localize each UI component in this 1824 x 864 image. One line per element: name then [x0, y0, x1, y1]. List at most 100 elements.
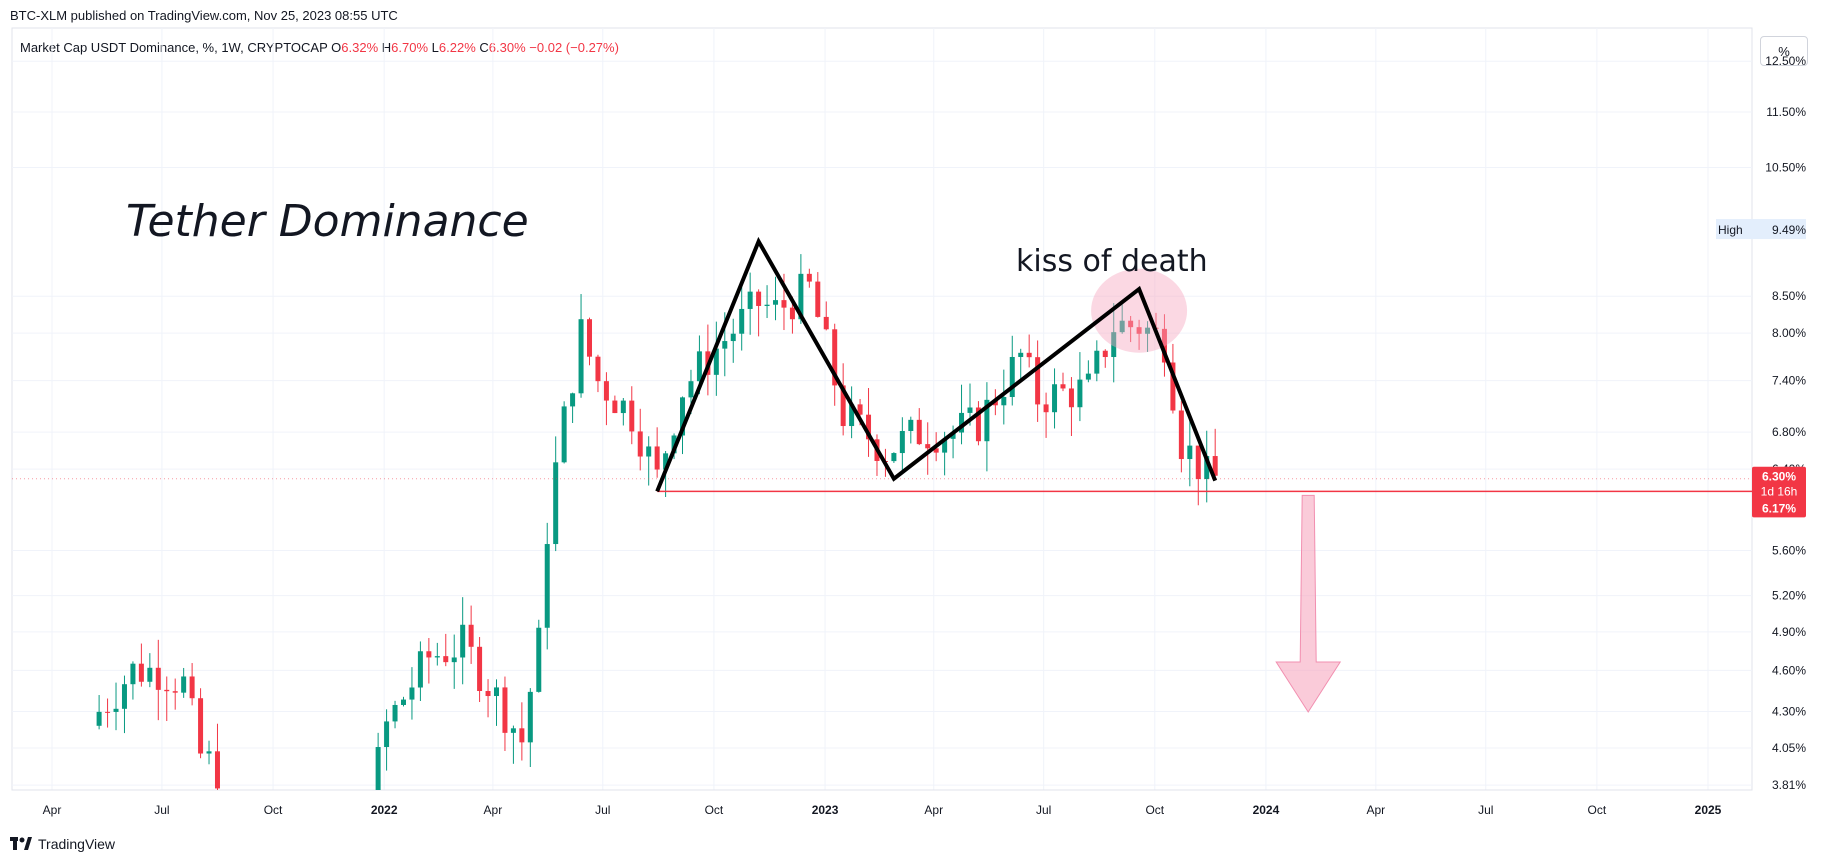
change-value: −0.02 (−0.27%)	[529, 40, 619, 55]
candle-body	[1001, 397, 1007, 406]
candle-body	[1187, 445, 1193, 460]
last-price-value: 6.30%	[1762, 470, 1796, 484]
candle-body	[1018, 352, 1024, 357]
percent-scale-button[interactable]: %	[1760, 36, 1808, 66]
candle-body	[561, 406, 567, 463]
kiss-highlight	[1091, 268, 1188, 353]
candle-body	[578, 319, 584, 394]
x-tick-label: Oct	[1588, 803, 1607, 817]
low-label: L	[431, 40, 439, 55]
candle-body	[730, 333, 736, 342]
candle-body	[959, 412, 965, 433]
y-tick-label: 4.30%	[1772, 704, 1806, 718]
high-value: 6.70%	[391, 40, 429, 55]
candle-body	[908, 419, 914, 431]
candle-body	[460, 624, 466, 658]
candle-body	[849, 404, 855, 427]
candle-body	[544, 544, 550, 628]
candle-body	[587, 319, 593, 357]
candle-body	[933, 448, 939, 453]
candle-body	[832, 329, 838, 386]
down-arrow-icon	[1275, 494, 1342, 713]
high-label-value: 9.49%	[1772, 223, 1806, 237]
candle-body	[654, 446, 660, 470]
candle-body	[1035, 357, 1041, 405]
x-tick-label: 2025	[1695, 803, 1722, 817]
x-tick-label: Oct	[705, 803, 724, 817]
candle-body	[434, 656, 440, 658]
x-tick-label: 2022	[371, 803, 398, 817]
candle-body	[130, 663, 136, 685]
candle-body	[595, 356, 601, 382]
candle-body	[510, 728, 516, 733]
candle-body	[815, 281, 821, 317]
candle-body	[629, 400, 635, 432]
candle-body	[426, 651, 432, 658]
annotation-kiss: kiss of death	[1016, 244, 1208, 279]
candle-body	[680, 397, 686, 436]
candle-body	[1094, 350, 1100, 374]
candle-body	[198, 698, 204, 754]
candle-body	[773, 300, 779, 305]
candle-body	[400, 699, 406, 705]
candle-body	[637, 431, 643, 457]
close-value: 6.30%	[488, 40, 526, 55]
candle-body	[722, 341, 728, 349]
candle-body	[1128, 320, 1134, 328]
candle-body	[493, 687, 499, 697]
tradingview-logo-icon	[10, 837, 32, 850]
candle-body	[1204, 456, 1210, 480]
candle-body	[96, 711, 102, 726]
high-label: H	[381, 40, 392, 55]
candle-body	[206, 751, 212, 754]
candle-body	[375, 747, 381, 790]
candle-body	[1026, 352, 1032, 358]
tradingview-brand: TradingView	[38, 836, 116, 852]
candle-body	[739, 308, 745, 334]
low-value: 6.22%	[438, 40, 476, 55]
candle-body	[384, 721, 390, 748]
close-label: C	[479, 40, 489, 55]
candle-body	[527, 691, 533, 743]
x-tick-label: Oct	[1145, 803, 1164, 817]
x-tick-label: 2024	[1253, 803, 1280, 817]
candle-body	[823, 316, 829, 330]
tradingview-footer: TradingView	[10, 836, 115, 852]
x-tick-label: 2023	[812, 803, 839, 817]
y-tick-label: 4.05%	[1772, 741, 1806, 755]
pattern-zigzag	[655, 236, 1218, 493]
candle-body	[798, 273, 804, 320]
candle-body	[1170, 362, 1176, 411]
candle-body	[756, 291, 762, 306]
candle-body	[1145, 327, 1151, 334]
x-tick-label: Jul	[595, 803, 610, 817]
y-tick-label: 3.81%	[1772, 778, 1806, 792]
symbol-legend: Market Cap USDT Dominance, %, 1W, CRYPTO…	[20, 40, 619, 55]
candle-body	[950, 432, 956, 439]
candle-body	[1077, 379, 1083, 408]
candle-body	[570, 393, 576, 407]
y-tick-label: 11.50%	[1766, 105, 1806, 119]
candle-body	[485, 691, 491, 697]
y-tick-label: 12.50%	[1765, 54, 1806, 68]
candle-body	[646, 446, 652, 457]
candle-body	[1111, 332, 1117, 358]
candle-body	[409, 687, 415, 700]
candle-body	[916, 419, 922, 445]
candle-body	[688, 381, 694, 398]
y-tick-label: 4.90%	[1772, 625, 1806, 639]
candle-body	[899, 430, 905, 454]
x-tick-label: Apr	[924, 803, 943, 817]
candle-body	[105, 711, 111, 713]
candle-body	[1178, 410, 1184, 460]
y-tick-label: 6.80%	[1772, 425, 1806, 439]
candle-body	[1195, 445, 1201, 480]
high-label-bg	[1716, 219, 1806, 240]
published-caption: BTC-XLM published on TradingView.com, No…	[10, 8, 398, 23]
y-tick-label: 8.50%	[1772, 289, 1806, 303]
y-tick-label: 8.00%	[1772, 326, 1806, 340]
countdown-value: 1d 16h	[1761, 485, 1798, 499]
candle-body	[477, 646, 483, 692]
candle-body	[1102, 350, 1108, 358]
